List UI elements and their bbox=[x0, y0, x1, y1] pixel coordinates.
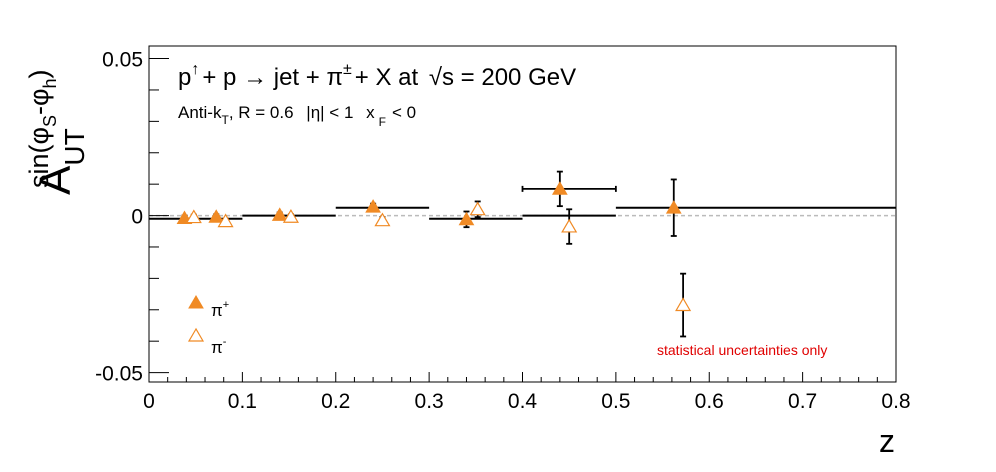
x-tick-label-4: 0.4 bbox=[508, 390, 538, 413]
triangle-marker bbox=[675, 297, 692, 312]
legend-marker-pi-minus bbox=[187, 327, 205, 342]
chart-subtitle: Anti-kT, R = 0.6 |η| < 1 x F < 0 bbox=[178, 103, 416, 129]
triangle-marker bbox=[365, 199, 381, 213]
pi-plus-point-3 bbox=[365, 199, 381, 213]
x-tick-label-8: 0.8 bbox=[881, 390, 910, 413]
legend: π+ π- bbox=[187, 295, 229, 357]
triangle-marker bbox=[271, 207, 288, 221]
pi-minus-point-5 bbox=[561, 208, 578, 245]
x-axis-label: z bbox=[879, 423, 895, 459]
x-tick-label-3: 0.3 bbox=[415, 390, 444, 413]
triangle-marker bbox=[217, 213, 234, 228]
triangle-marker bbox=[469, 201, 486, 216]
x-tick-label-1: 0.1 bbox=[228, 390, 257, 413]
triangle-marker bbox=[458, 211, 475, 226]
legend-label-pi-minus: π- bbox=[211, 336, 227, 357]
x-tick-label-6: 0.6 bbox=[695, 390, 724, 413]
pi-minus-point-2 bbox=[282, 209, 299, 223]
svg-text:AUT: AUT bbox=[31, 128, 90, 195]
data-points-layer bbox=[176, 170, 692, 338]
triangle-marker bbox=[561, 218, 578, 233]
y-axis-label: AUT sin(φS-φh) bbox=[24, 69, 90, 195]
y-tick-label-1: 0 bbox=[131, 206, 143, 229]
pi-minus-point-3 bbox=[374, 212, 391, 227]
y-tick-label-2: 0.05 bbox=[102, 49, 143, 72]
y-tick-label-0: -0.05 bbox=[95, 363, 143, 386]
pi-plus-point-5 bbox=[521, 170, 617, 208]
triangle-marker bbox=[185, 209, 202, 224]
pi-plus-point-1 bbox=[208, 209, 225, 223]
svg-text:sin(φS-φh): sin(φS-φh) bbox=[24, 69, 60, 188]
legend-marker-pi-plus bbox=[188, 295, 204, 309]
annotation: statistical uncertainties only bbox=[657, 342, 827, 358]
pi-plus-point-2 bbox=[271, 207, 288, 221]
triangle-marker bbox=[551, 181, 568, 195]
pi-minus-point-0 bbox=[185, 209, 202, 224]
chart-title: p↑ + p → jet + π± + X at √s = 200 GeV bbox=[178, 61, 576, 91]
pi-minus-point-6 bbox=[675, 272, 692, 338]
triangle-marker bbox=[282, 209, 299, 223]
triangle-marker bbox=[208, 209, 225, 223]
pi-minus-point-1 bbox=[217, 213, 234, 228]
x-tick-label-7: 0.7 bbox=[788, 390, 817, 413]
x-tick-label-2: 0.2 bbox=[321, 390, 350, 413]
pi-plus-point-4 bbox=[458, 210, 475, 229]
x-tick-label-0: 0 bbox=[143, 390, 155, 413]
legend-label-pi-plus: π+ bbox=[211, 299, 229, 320]
triangle-marker bbox=[665, 200, 682, 214]
triangle-marker bbox=[374, 212, 391, 227]
pi-minus-point-4 bbox=[469, 200, 486, 219]
pi-plus-point-6 bbox=[665, 178, 682, 237]
x-tick-label-5: 0.5 bbox=[601, 390, 630, 413]
